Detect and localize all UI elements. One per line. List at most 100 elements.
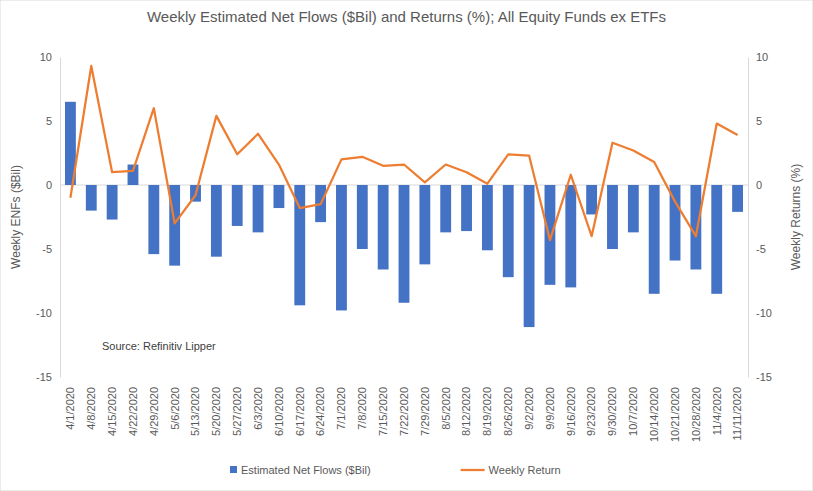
bar [732,185,743,212]
y2-tick: -15 [748,371,772,383]
x-tick: 9/9/2020 [544,387,556,430]
y-tick: -10 [36,307,60,319]
y2-axis-title: Weekly Returns (%) [789,164,803,270]
x-tick: 5/13/2020 [189,387,201,436]
x-tick: 6/17/2020 [294,387,306,436]
x-tick-label: 10/14/2020 [648,387,660,442]
bar [440,185,451,232]
x-tick-label: 9/30/2020 [606,387,618,436]
bar [628,185,639,232]
y-axis-title: Weekly ENFs ($Bil) [9,165,23,269]
x-tick-label: 9/23/2020 [585,387,597,436]
bar [357,185,368,249]
x-tick-label: 7/8/2020 [356,387,368,430]
x-tick-label: 6/24/2020 [314,387,326,436]
x-tick-label: 6/3/2020 [252,387,264,430]
y2-axis-line [748,58,749,378]
bar [273,185,284,208]
x-tick-label: 8/19/2020 [481,387,493,436]
y2-tick-label: -5 [756,243,766,255]
legend-item: Estimated Net Flows ($Bil) [230,464,371,476]
x-tick: 7/22/2020 [398,387,410,436]
x-tick: 9/30/2020 [606,387,618,436]
x-tick-label: 11/11/2020 [731,387,743,440]
background [0,0,813,491]
x-tick-label: 8/26/2020 [502,387,514,436]
x-tick: 5/6/2020 [169,387,181,430]
y-axis-line [60,58,61,378]
bar [232,185,243,226]
legend-label: Estimated Net Flows ($Bil) [241,464,371,476]
y2-tick-label: -15 [756,371,772,383]
bar [253,185,264,232]
bar [649,185,660,294]
bar [690,185,701,269]
x-tick-label: 7/29/2020 [419,387,431,436]
y-tick: -5 [42,243,60,255]
x-tick: 5/27/2020 [231,387,243,436]
x-tick: 8/12/2020 [460,387,472,436]
x-tick: 7/8/2020 [356,387,368,430]
x-tick-label: 5/13/2020 [189,387,201,436]
x-tick: 10/14/2020 [648,387,660,442]
bar [503,185,514,277]
x-tick-label: 10/21/2020 [669,387,681,442]
x-tick-label: 4/15/2020 [106,387,118,436]
bar [545,185,556,285]
x-tick-label: 6/10/2020 [273,387,285,436]
x-tick: 11/4/2020 [711,387,723,435]
x-tick: 4/22/2020 [127,387,139,436]
legend-label: Weekly Return [489,464,561,476]
y-tick: -15 [36,371,60,383]
x-tick: 10/21/2020 [669,387,681,442]
x-tick: 10/28/2020 [690,387,702,442]
y-tick: 10 [40,51,60,63]
x-tick: 9/16/2020 [565,387,577,436]
y2-tick-label: 0 [756,179,762,191]
x-tick-label: 4/29/2020 [148,387,160,436]
x-tick: 6/24/2020 [314,387,326,436]
x-tick: 11/11/2020 [731,387,743,440]
x-tick-label: 5/20/2020 [210,387,222,436]
x-tick: 7/15/2020 [377,387,389,436]
x-tick-label: 4/8/2020 [85,387,97,430]
y-tick-label: 10 [40,51,52,63]
x-tick: 4/8/2020 [85,387,97,430]
y2-tick-label: 5 [756,115,762,127]
x-tick-label: 9/9/2020 [544,387,556,430]
x-tick: 6/3/2020 [252,387,264,430]
x-tick-label: 6/17/2020 [294,387,306,436]
y-tick: 5 [46,115,60,127]
x-tick: 6/10/2020 [273,387,285,436]
x-tick-label: 10/28/2020 [690,387,702,442]
y-tick-label: -10 [36,307,52,319]
y2-tick: 10 [748,51,768,63]
x-tick: 4/1/2020 [64,387,76,430]
x-tick: 8/19/2020 [481,387,493,436]
x-tick-label: 8/5/2020 [440,387,452,430]
line [70,66,737,240]
x-tick-label: 7/22/2020 [398,387,410,436]
x-tick-label: 5/6/2020 [169,387,181,430]
y2-tick: -5 [748,243,766,255]
annotation: Source: Refinitiv Lipper [102,340,216,352]
x-tick-label: 8/12/2020 [460,387,472,436]
x-tick: 9/23/2020 [585,387,597,436]
bar [107,185,118,220]
y2-tick: 5 [748,115,762,127]
x-axis: 4/1/2020 4/8/2020 4/15/2020 4/22/2020 4/29/2… [64,387,743,442]
bar [336,185,347,310]
chart: Weekly Estimated Net Flows ($Bil) and Re… [0,0,813,491]
x-tick-label: 9/16/2020 [565,387,577,436]
x-tick: 7/1/2020 [335,387,347,430]
x-tick: 4/15/2020 [106,387,118,436]
y2-tick: -10 [748,307,772,319]
y-tick-label: 5 [46,115,52,127]
x-tick: 4/29/2020 [148,387,160,436]
bar [586,185,597,214]
bar [524,185,535,327]
x-tick: 10/7/2020 [627,387,639,436]
title: Weekly Estimated Net Flows ($Bil) and Re… [147,8,666,25]
legend: Estimated Net Flows ($Bil) Weekly Return [230,464,561,476]
legend-swatch [461,469,485,471]
